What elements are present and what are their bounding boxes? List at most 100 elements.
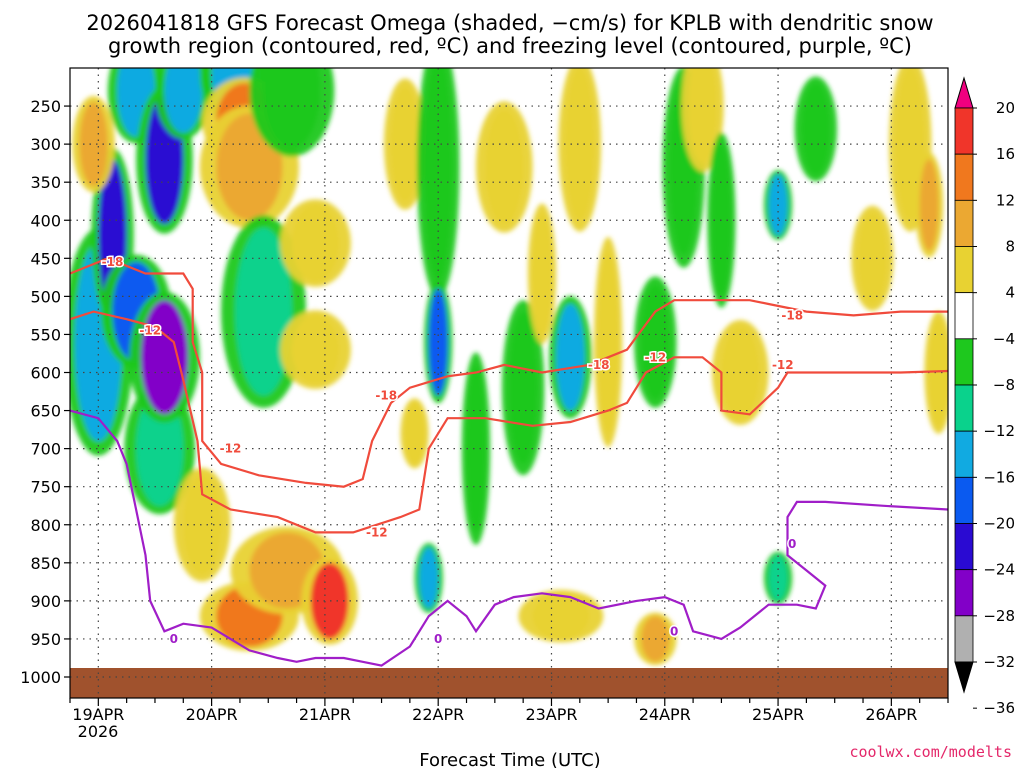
colorbar-label: −28 bbox=[983, 607, 1015, 625]
colorbar-swatch bbox=[954, 384, 974, 432]
y-tick-label: 1000 bbox=[20, 668, 61, 687]
colorbar-bottom-arrow bbox=[954, 661, 974, 694]
dgz-minus18-label: -18 bbox=[588, 358, 610, 372]
colorbar-label: −12 bbox=[983, 422, 1015, 440]
dgz-minus18-line bbox=[70, 257, 948, 488]
y-tick-label: 250 bbox=[30, 97, 61, 116]
colorbar-swatch bbox=[954, 523, 974, 571]
dgz-minus12-label: -12 bbox=[139, 324, 161, 338]
colorbar-swatch bbox=[954, 292, 974, 340]
omega-blob bbox=[310, 562, 349, 639]
omega-blob bbox=[565, 68, 594, 221]
x-axis-title: Forecast Time (UTC) bbox=[419, 750, 600, 768]
y-tick-label: 400 bbox=[30, 211, 61, 230]
omega-blob bbox=[235, 227, 292, 396]
omega-blob bbox=[801, 83, 830, 175]
dgz-minus12-label: -12 bbox=[366, 525, 388, 539]
y-tick-label: 950 bbox=[30, 630, 61, 649]
colorbar-swatch bbox=[954, 476, 974, 524]
x-axis: 19APR 20APR 21APR 22APR 23APR 24APR 25APR 26APR bbox=[69, 698, 949, 724]
y-tick-label: 900 bbox=[30, 592, 61, 611]
colorbar-swatch bbox=[954, 615, 974, 663]
y-tick-label: 650 bbox=[30, 402, 61, 421]
colorbar-label: −8 bbox=[993, 376, 1015, 394]
colorbar-label: 12 bbox=[996, 191, 1015, 209]
colorbar-label: −36 bbox=[983, 699, 1015, 717]
chart-title-line1: 2026041818 GFS Forecast Omega (shaded, −… bbox=[86, 11, 933, 35]
dgz-minus12-line bbox=[70, 310, 948, 534]
omega-blob bbox=[688, 68, 717, 164]
dgz-minus12-label: -12 bbox=[220, 442, 242, 456]
colorbar-label: −4 bbox=[993, 330, 1015, 348]
y-tick-label: 450 bbox=[30, 249, 61, 268]
y-tick-label: 800 bbox=[30, 516, 61, 535]
colorbar-label: 16 bbox=[996, 145, 1015, 163]
colorbar-swatch bbox=[954, 153, 974, 201]
omega-blob bbox=[858, 212, 887, 304]
chart-title-line2: growth region (contoured, red, ºC) and f… bbox=[108, 34, 912, 58]
plot-frame bbox=[69, 67, 949, 699]
omega-blob bbox=[164, 68, 203, 133]
freezing-level-label: 0 bbox=[170, 632, 178, 646]
omega-blob bbox=[598, 250, 618, 434]
freezing-level-label: 0 bbox=[670, 624, 678, 638]
dgz-minus18-label: -18 bbox=[375, 388, 397, 402]
omega-blob bbox=[532, 212, 552, 335]
dgz-minus18-label: -18 bbox=[781, 308, 803, 322]
omega-blob bbox=[466, 364, 486, 533]
colorbar-label: −24 bbox=[983, 561, 1015, 579]
omega-blob bbox=[263, 68, 321, 148]
y-tick-label: 850 bbox=[30, 554, 61, 573]
ground-surface bbox=[70, 668, 948, 698]
freezing-level-line bbox=[70, 409, 948, 667]
y-tick-label: 750 bbox=[30, 478, 61, 497]
x-year-label: 2026 bbox=[78, 722, 119, 741]
y-axis: 250 300 350 400 450 500 550 600 650 700 750 800 850 9… bbox=[20, 97, 70, 687]
colorbar: 20 16 12 8 4 −4 −8 −12 −16 −20 −24 −28 −32 −36 bbox=[954, 76, 1015, 717]
omega-blob bbox=[532, 593, 590, 639]
x-tick-label: 26APR bbox=[865, 705, 917, 724]
x-tick-label: 21APR bbox=[299, 705, 351, 724]
y-tick-label: 600 bbox=[30, 364, 61, 383]
grid-lines bbox=[70, 68, 948, 698]
colorbar-top-arrow bbox=[954, 76, 974, 109]
x-tick-label: 25APR bbox=[752, 705, 804, 724]
credit-text: coolwx.com/modelts bbox=[849, 743, 1012, 761]
y-tick-label: 500 bbox=[30, 287, 61, 306]
omega-blob bbox=[485, 109, 524, 225]
colorbar-swatch bbox=[954, 107, 974, 155]
omega-blob bbox=[291, 315, 340, 384]
colorbar-label: −20 bbox=[983, 515, 1015, 533]
colorbar-swatch bbox=[954, 338, 974, 386]
colorbar-swatch bbox=[954, 246, 974, 294]
colorbar-label: 8 bbox=[1005, 238, 1015, 256]
x-tick-label: 23APR bbox=[525, 705, 577, 724]
x-tick-label: 24APR bbox=[639, 705, 691, 724]
y-tick-label: 350 bbox=[30, 173, 61, 192]
omega-blob bbox=[390, 87, 420, 202]
omega-blob bbox=[140, 300, 189, 415]
omega-blob bbox=[291, 205, 340, 282]
freezing-level-label: 0 bbox=[788, 537, 796, 551]
plot-area: -18 -18 -18 -18 -12 -12 -12 -12 -12 0 0 0 0 bbox=[70, 68, 948, 698]
dgz-minus12-label: -12 bbox=[644, 350, 666, 364]
omega-blob bbox=[556, 303, 585, 411]
y-tick-label: 550 bbox=[30, 325, 61, 344]
x-tick-label: 22APR bbox=[412, 705, 464, 724]
x-tick-label: 19APR bbox=[72, 705, 124, 724]
omega-blob bbox=[79, 102, 108, 186]
colorbar-label: −16 bbox=[983, 468, 1015, 486]
y-tick-label: 700 bbox=[30, 440, 61, 459]
omega-blob bbox=[919, 159, 939, 251]
colorbar-label: −32 bbox=[983, 653, 1015, 671]
contour-lines: -18 -18 -18 -18 -12 -12 -12 -12 -12 0 0 0 0 bbox=[70, 254, 948, 667]
colorbar-swatch bbox=[954, 199, 974, 247]
colorbar-swatch bbox=[954, 430, 974, 478]
dgz-minus12-label: -12 bbox=[772, 358, 794, 372]
x-tick-label: 20APR bbox=[186, 705, 238, 724]
freezing-level-label: 0 bbox=[434, 632, 442, 646]
colorbar-label: 20 bbox=[996, 99, 1015, 117]
omega-blob bbox=[424, 68, 453, 282]
dgz-minus18-label: -18 bbox=[102, 255, 124, 269]
